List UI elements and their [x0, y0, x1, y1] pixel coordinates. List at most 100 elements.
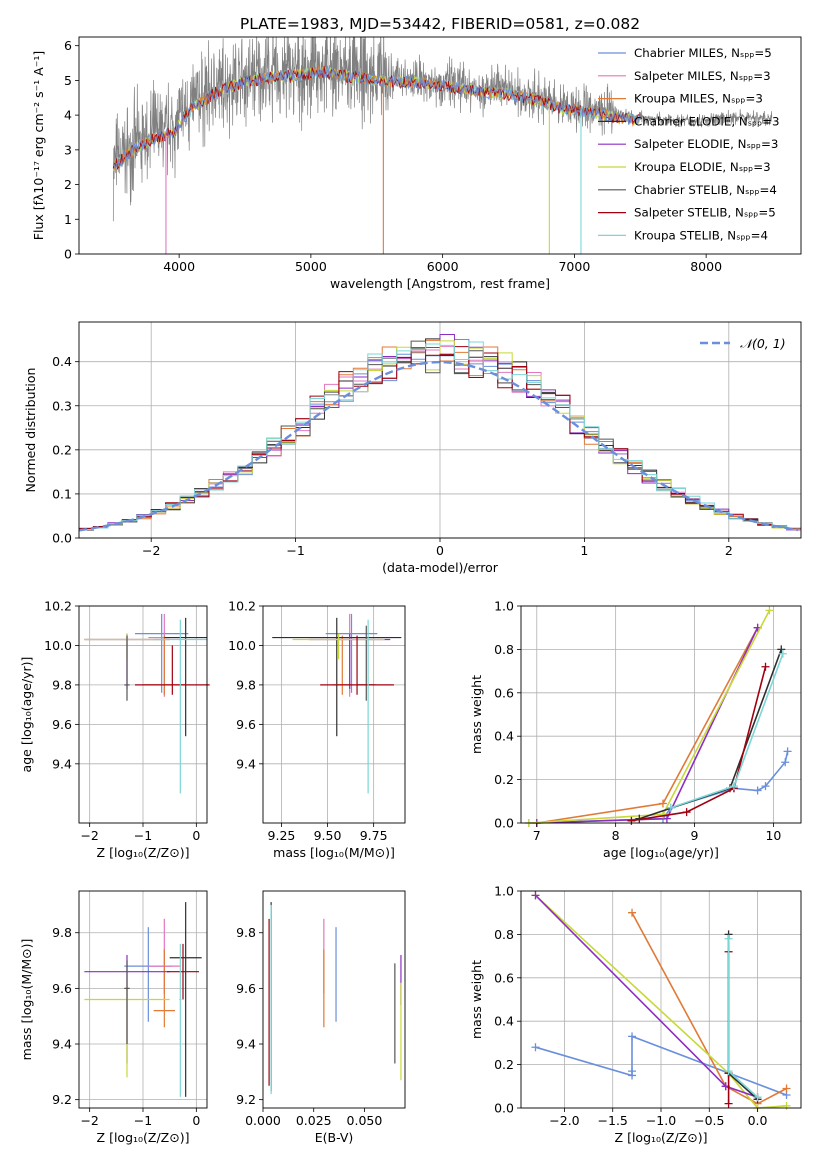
y-tick-label: 0.6	[494, 970, 514, 985]
chart-residuals: −2 −1 0 1 2 0.0 0.1 0.2 0.3 0.4 (data-model)/error…	[23, 321, 802, 575]
observed-spectrum-line	[112, 37, 773, 222]
weight-series-line	[639, 649, 783, 820]
y-tick-label: 9.4	[236, 756, 256, 771]
weight-point-marker	[778, 649, 787, 658]
plot-area	[268, 902, 402, 1095]
errorbar-point	[124, 927, 173, 1022]
x-tick-label: −1.5	[598, 1113, 628, 1128]
x-tick-label: −2	[142, 543, 160, 558]
y-tick-label: 0	[64, 247, 72, 262]
axes-frame	[78, 890, 208, 1109]
weight-point-marker	[782, 1101, 791, 1110]
weight-point-marker	[761, 662, 770, 671]
legend-label: Salpeter MILES, Nₛₚₚ=3	[634, 69, 771, 83]
y-tick-label: 9.6	[52, 981, 72, 996]
x-axis-label: E(B-V)	[315, 1130, 354, 1145]
model-spectrum-line	[112, 64, 641, 171]
axes-frame	[78, 36, 802, 255]
y-tick-label: 0.4	[494, 729, 514, 744]
y-tick-label: 0.6	[494, 685, 514, 700]
plot-area	[531, 891, 791, 1112]
y-tick-label: 0.8	[494, 642, 514, 657]
y-tick-label: 0.2	[52, 442, 72, 457]
x-tick-label: 8	[612, 828, 620, 843]
legend-label: Chabrier ELODIE, Nₛₚₚ=3	[634, 114, 780, 128]
errorbar-point	[164, 617, 207, 737]
errorbar-point	[124, 635, 130, 701]
y-axis-label: age [log₁₀(age/yr)]	[19, 657, 34, 773]
x-tick-label: 1	[580, 543, 588, 558]
y-tick-label: 4	[64, 108, 72, 123]
x-tick-label: 0.050	[347, 1113, 383, 1128]
y-axis-label: mass weight	[469, 675, 484, 754]
weight-point-marker	[531, 1043, 540, 1052]
y-tick-label: 0.2	[494, 1057, 514, 1072]
legend-label: Kroupa MILES, Nₛₚₚ=3	[634, 92, 763, 106]
y-tick-label: 0.8	[494, 927, 514, 942]
x-tick-label: −0.5	[694, 1113, 724, 1128]
y-tick-label: 3	[64, 142, 72, 157]
x-tick-label: −1	[134, 828, 152, 843]
y-tick-label: 0.0	[494, 1101, 514, 1116]
weight-point-marker	[782, 1084, 791, 1093]
histogram-series	[79, 341, 801, 538]
x-tick-label: 7	[533, 828, 541, 843]
y-tick-label: 0.1	[52, 486, 72, 501]
x-tick-label: 4000	[163, 259, 195, 274]
plot-area	[84, 613, 210, 794]
errorbar-point	[135, 645, 210, 695]
weight-point-marker	[753, 1093, 762, 1102]
axes-frame	[78, 605, 208, 824]
x-tick-label: −1	[134, 1113, 152, 1128]
y-tick-label: 10.2	[44, 599, 72, 614]
y-tick-label: 9.8	[236, 677, 256, 692]
y-tick-label: 0.0	[52, 531, 72, 546]
figure-title: PLATE=1983, MJD=53442, FIBERID=0581, z=0…	[240, 15, 640, 33]
y-tick-label: 9.6	[52, 717, 72, 732]
chart-age_vs_mass: 9.25 9.50 9.75 9.4 9.6 9.8 10.0 10.2 mass [log₁₀…	[228, 599, 406, 860]
weight-point-marker	[783, 747, 792, 756]
weight-series-line	[727, 938, 759, 1098]
x-tick-label: 9	[691, 828, 699, 843]
x-tick-label: 10	[765, 828, 781, 843]
x-axis-label: Z [log₁₀(Z/Z⊙)]	[615, 1130, 708, 1145]
y-tick-label: 1.0	[494, 884, 514, 899]
x-tick-label: −1	[286, 543, 304, 558]
x-axis-label: Z [log₁₀(Z/Z⊙)]	[97, 845, 190, 860]
errorbar-point	[272, 617, 402, 737]
y-axis-label: Normed distribution	[23, 368, 38, 493]
x-axis-label: (data-model)/error	[382, 560, 499, 575]
chart-weight_vs_age: 7 8 9 10 0.0 0.2 0.4 0.6 0.8 1.0 age [log₁₀(age/yr…	[469, 599, 802, 860]
weight-point-marker	[666, 803, 675, 812]
legend-label: Kroupa ELODIE, Nₛₚₚ=3	[634, 160, 771, 174]
chart-age_vs_Z: −2 −1 0 9.4 9.6 9.8 10.0 10.2 Z [log₁₀(Z/Z⊙)] age…	[19, 599, 210, 860]
weight-point-marker	[729, 782, 738, 791]
weight-point-marker	[531, 891, 540, 900]
y-tick-label: 1.0	[494, 599, 514, 614]
x-tick-label: 0	[436, 543, 444, 558]
axes-frame	[520, 605, 802, 824]
plot-area	[524, 606, 792, 827]
weight-series-line	[631, 666, 767, 822]
x-tick-label: −2	[80, 828, 98, 843]
chart-mass_vs_Z: −2 −1 0 9.2 9.4 9.6 9.8 Z [log₁₀(Z/Z⊙)] mass [lo…	[19, 890, 208, 1145]
legend: Chabrier MILES, Nₛₚₚ=5 Salpeter MILES, Nₛ…	[598, 46, 780, 242]
weight-point-marker	[724, 1067, 733, 1076]
x-tick-label: 0	[192, 1113, 200, 1128]
weight-point-marker	[753, 786, 762, 795]
x-axis-label: mass [log₁₀(M/M⊙)]	[273, 845, 395, 860]
weight-point-marker	[761, 782, 770, 791]
weight-point-marker	[765, 606, 774, 615]
y-tick-label: 9.4	[52, 756, 72, 771]
weight-point-marker	[724, 1099, 733, 1108]
y-tick-label: 9.2	[236, 1092, 256, 1107]
weight-point-marker	[628, 1067, 637, 1076]
y-tick-label: 5	[64, 73, 72, 88]
errorbar-point	[124, 960, 130, 1045]
plot-area	[79, 334, 801, 538]
legend-label: Kroupa STELIB, Nₛₚₚ=4	[634, 228, 768, 242]
errorbar-point	[167, 943, 199, 1000]
x-tick-label: 6000	[427, 259, 459, 274]
axes-frame	[520, 890, 802, 1109]
